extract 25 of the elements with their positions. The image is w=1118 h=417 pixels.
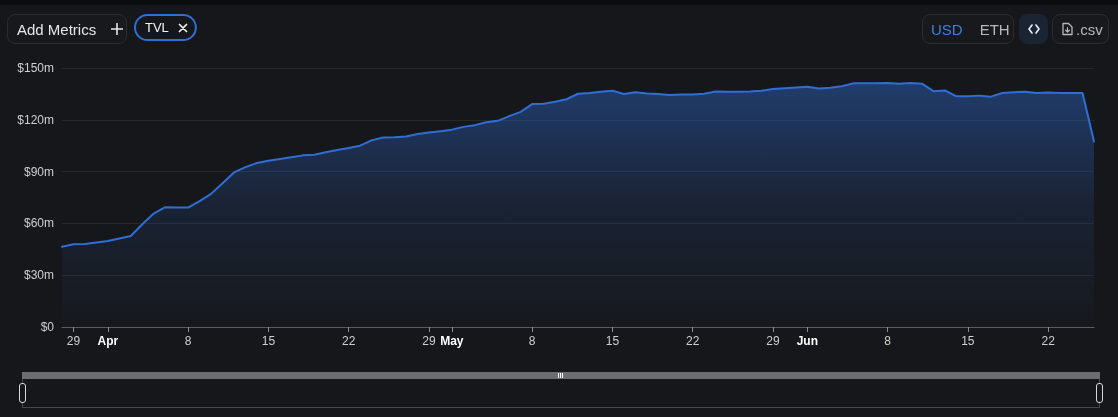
- y-tick-label: $150m: [17, 61, 54, 75]
- x-tick-label: 29: [766, 334, 780, 348]
- x-tick-label: Jun: [796, 334, 819, 348]
- y-tick-label: $120m: [17, 112, 54, 127]
- x-tick-label: 22: [685, 334, 700, 348]
- y-tick-label: $0: [40, 320, 55, 334]
- y-tick-label: $60m: [23, 216, 54, 231]
- x-tick-label: Apr: [97, 334, 119, 348]
- legend-label: TVL: [145, 20, 169, 35]
- x-tick-label: 15: [605, 334, 620, 348]
- x-tick-label: 22: [341, 334, 356, 348]
- add-metrics-button: Add Metrics: [7, 14, 127, 44]
- x-tick-label: 15: [961, 334, 975, 348]
- x-tick-label: 29: [422, 334, 436, 348]
- x-tick-label: 8: [884, 334, 892, 348]
- x-tick-label: 8: [528, 334, 536, 348]
- csv-button: .csv: [1052, 14, 1109, 44]
- x-tick-label: 15: [261, 334, 276, 348]
- y-tick-label: $90m: [23, 164, 54, 179]
- x-tick-label: 29: [66, 334, 81, 348]
- y-tick-label: $30m: [23, 268, 54, 283]
- x-tick-label: 8: [184, 334, 192, 348]
- currency-toggle: USD ETH: [922, 14, 1014, 44]
- x-tick-label: May: [440, 334, 464, 348]
- x-tick-label: 22: [1041, 334, 1056, 348]
